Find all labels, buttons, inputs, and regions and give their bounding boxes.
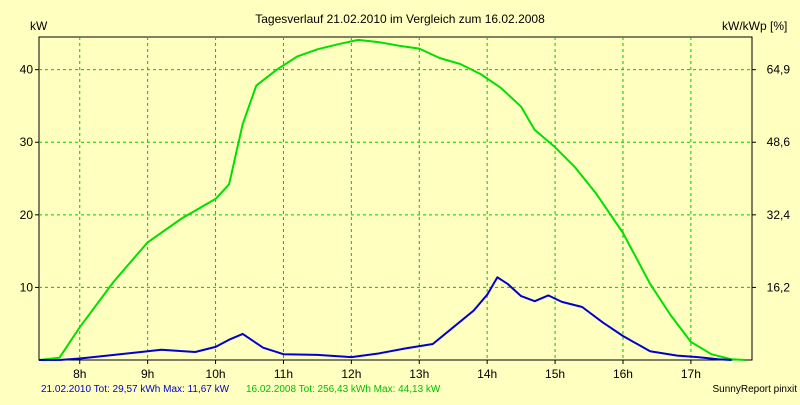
x-tick-label: 14h (477, 367, 497, 381)
plot-area (38, 36, 753, 361)
x-tick-label: 11h (274, 367, 293, 381)
footer-blue-summary: 21.02.2010 Tot: 29,57 kWh Max: 11,67 kW (41, 384, 230, 395)
grid-layer (39, 37, 752, 360)
x-tick-label: 9h (141, 367, 154, 381)
y-tick-label-left: 10 (20, 280, 34, 294)
x-tick-label: 16h (613, 367, 633, 381)
series-line-21-02-2010 (39, 276, 732, 361)
y-axis-right-label: kW/kWp [%] (722, 19, 787, 33)
x-tick-label: 17h (681, 367, 701, 381)
x-tick-label: 8h (73, 367, 86, 381)
x-tick-label: 12h (341, 367, 361, 381)
y-tick-label-left: 20 (20, 208, 34, 222)
x-tick-label: 15h (545, 367, 565, 381)
y-axis-left-label: kW (30, 19, 48, 33)
y-tick-label-right: 32,4 (767, 208, 791, 222)
chart-title: Tagesverlauf 21.02.2010 im Vergleich zum… (255, 12, 545, 26)
y-tick-label-right: 48,6 (767, 135, 791, 149)
y-tick-label-left: 30 (20, 135, 34, 149)
series-layer (38, 38, 746, 361)
footer-green-summary: 16.02.2008 Tot: 256,43 kWh Max: 44,13 kW (246, 384, 441, 395)
y-tick-label-right: 64,9 (767, 63, 791, 77)
x-tick-label: 13h (409, 367, 429, 381)
footer-credit: SunnyReport pinxit (713, 384, 798, 395)
x-tick-label: 10h (206, 367, 226, 381)
y-tick-label-left: 40 (20, 63, 34, 77)
axis-layer: 8h 9h 10h 11h 12h 13h 14h 15h 16h 17h 10 16,2 20 32,4… (20, 63, 791, 381)
y-tick-label-right: 16,2 (767, 280, 791, 294)
series-line-16-02-2008 (38, 38, 746, 361)
